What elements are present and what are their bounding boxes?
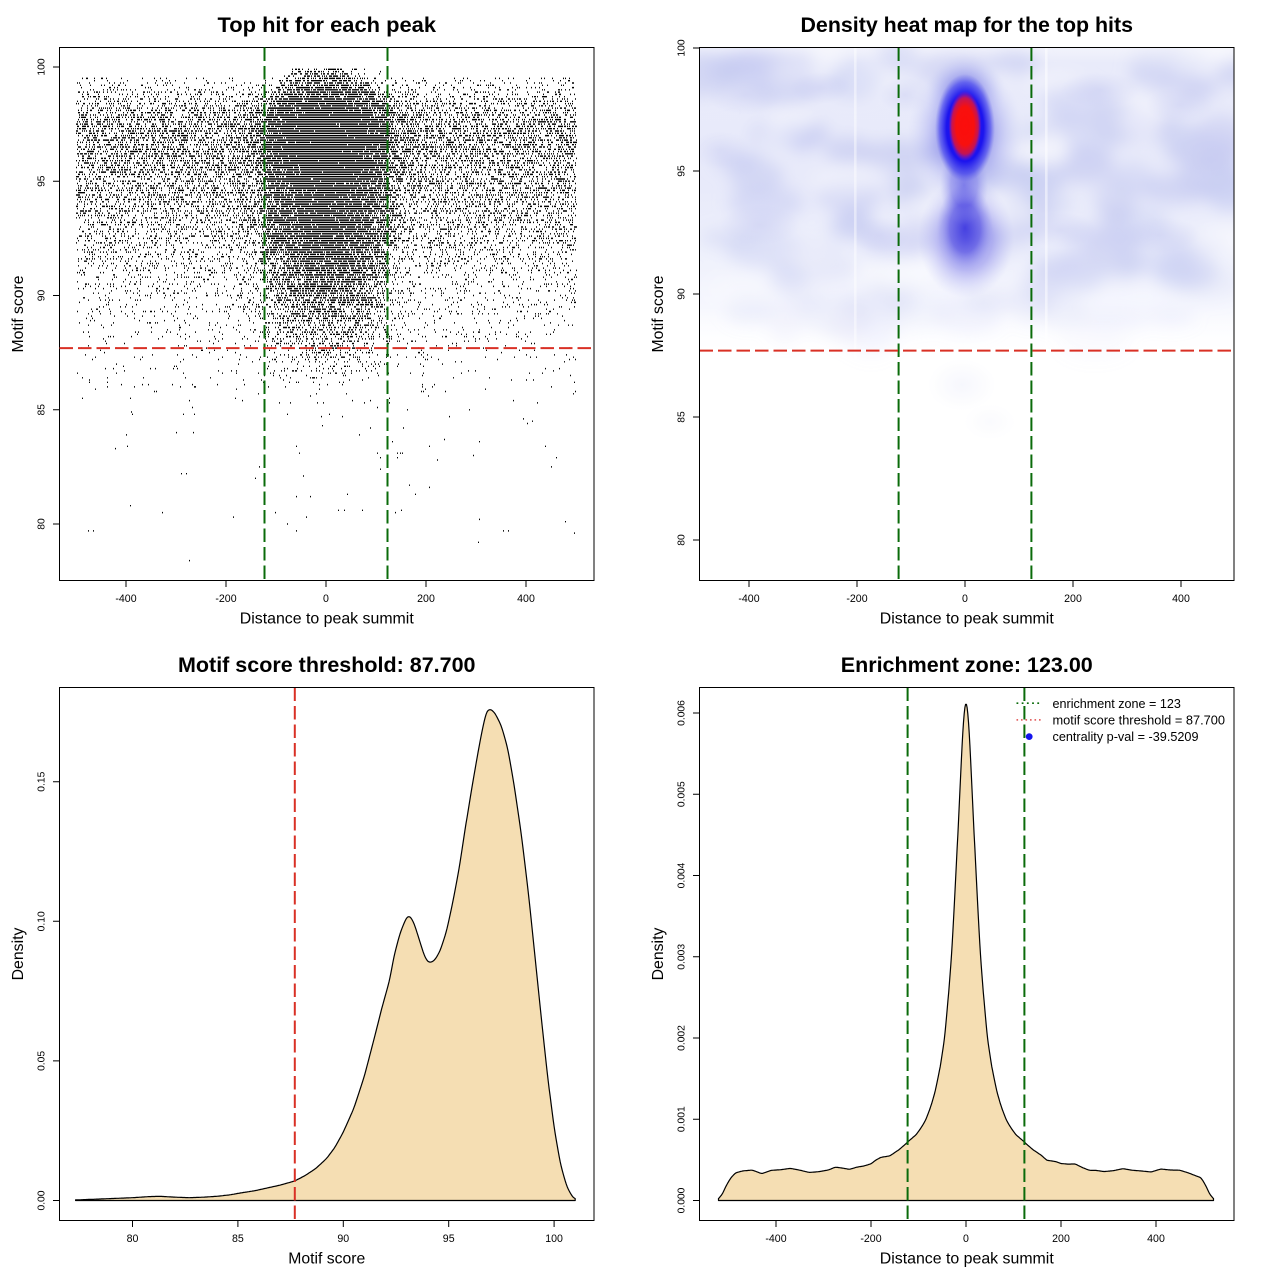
svg-text:100: 100 (677, 39, 688, 56)
svg-text:-200: -200 (846, 593, 867, 605)
svg-text:-200: -200 (215, 593, 236, 605)
svg-text:-200: -200 (860, 1233, 881, 1245)
svg-text:Motif score: Motif score (10, 275, 27, 352)
svg-text:Distance to peak summit: Distance to peak summit (880, 610, 1055, 627)
svg-text:200: 200 (1064, 593, 1082, 605)
svg-text:Density heat map for the top h: Density heat map for the top hits (801, 13, 1134, 37)
svg-text:80: 80 (127, 1233, 139, 1245)
svg-text:centrality p-val = -39.5209: centrality p-val = -39.5209 (1053, 730, 1199, 744)
svg-text:80: 80 (37, 518, 48, 530)
svg-text:95: 95 (37, 175, 48, 187)
svg-text:90: 90 (337, 1233, 349, 1245)
svg-text:Motif score: Motif score (650, 275, 667, 352)
svg-text:0: 0 (963, 1233, 969, 1245)
svg-text:200: 200 (1052, 1233, 1070, 1245)
svg-text:80: 80 (677, 534, 688, 546)
svg-text:-400: -400 (765, 1233, 786, 1245)
svg-text:0.001: 0.001 (677, 1106, 688, 1132)
svg-text:100: 100 (545, 1233, 563, 1245)
svg-text:0: 0 (962, 593, 968, 605)
svg-text:enrichment zone = 123: enrichment zone = 123 (1053, 697, 1181, 711)
svg-text:Distance to peak summit: Distance to peak summit (240, 610, 415, 627)
svg-text:0.005: 0.005 (677, 781, 688, 807)
svg-text:0.00: 0.00 (37, 1190, 48, 1210)
svg-text:Enrichment zone: 123.00: Enrichment zone: 123.00 (841, 653, 1093, 677)
svg-text:-400: -400 (115, 593, 136, 605)
svg-text:0.006: 0.006 (677, 700, 688, 726)
svg-text:400: 400 (1172, 593, 1190, 605)
svg-text:100: 100 (37, 58, 48, 75)
svg-text:85: 85 (232, 1233, 244, 1245)
svg-text:400: 400 (1147, 1233, 1165, 1245)
svg-text:90: 90 (37, 290, 48, 302)
svg-text:0.003: 0.003 (677, 944, 688, 970)
svg-text:85: 85 (677, 411, 688, 423)
svg-text:0.10: 0.10 (37, 911, 48, 931)
svg-text:Motif score: Motif score (288, 1250, 365, 1267)
svg-text:Motif score threshold: 87.700: Motif score threshold: 87.700 (178, 653, 476, 677)
svg-text:200: 200 (417, 593, 435, 605)
svg-text:0.004: 0.004 (677, 862, 688, 888)
svg-text:0: 0 (323, 593, 329, 605)
svg-text:0.000: 0.000 (677, 1187, 688, 1213)
svg-text:-400: -400 (738, 593, 759, 605)
svg-text:90: 90 (677, 288, 688, 300)
svg-text:Density: Density (10, 928, 27, 981)
svg-text:Top hit for each peak: Top hit for each peak (218, 13, 437, 37)
svg-text:Density: Density (650, 928, 667, 981)
svg-text:400: 400 (517, 593, 535, 605)
svg-text:Distance to peak summit: Distance to peak summit (880, 1250, 1055, 1267)
svg-text:95: 95 (443, 1233, 455, 1245)
svg-text:85: 85 (37, 404, 48, 416)
svg-text:95: 95 (677, 165, 688, 177)
svg-text:motif score threshold = 87.700: motif score threshold = 87.700 (1053, 714, 1226, 728)
svg-text:0.002: 0.002 (677, 1025, 688, 1051)
svg-text:0.05: 0.05 (37, 1051, 48, 1071)
svg-text:0.15: 0.15 (37, 771, 48, 791)
